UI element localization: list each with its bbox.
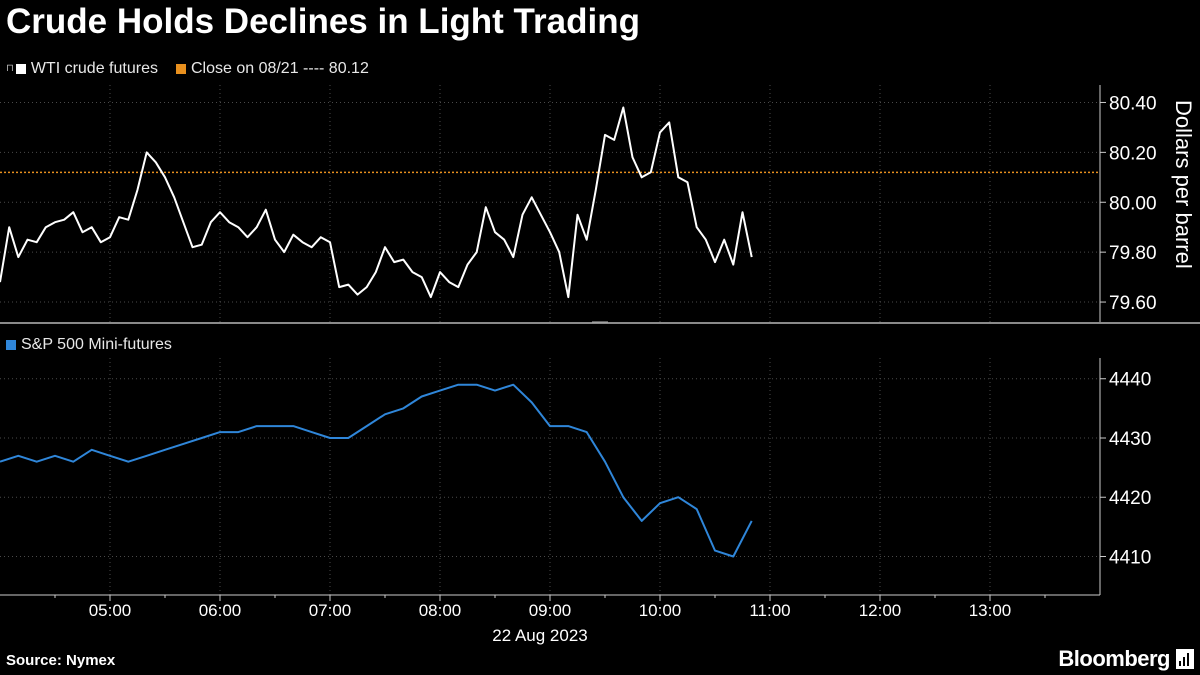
grid-layer xyxy=(0,85,1106,601)
spx-swatch xyxy=(6,340,16,350)
chart-title: Crude Holds Declines in Light Trading xyxy=(6,2,640,41)
legend-top: ⊓ WTI crude futures Close on 08/21 ---- … xyxy=(6,60,387,78)
x-tick-label: 06:00 xyxy=(199,601,242,620)
legend-item-close: Close on 08/21 ---- 80.12 xyxy=(175,60,369,78)
spx-series-line xyxy=(0,383,753,558)
top-y-tick-label: 79.80 xyxy=(1109,243,1157,264)
brand: Bloomberg xyxy=(1058,646,1194,672)
top-y-tick-label: 80.00 xyxy=(1109,193,1157,214)
x-tick-label: 08:00 xyxy=(419,601,462,620)
label-layer: 05:00 06:00 07:00 08:00 09:00 10:00 11:00 12:00… xyxy=(89,93,1196,645)
series-layer xyxy=(0,106,753,558)
x-tick-label: 07:00 xyxy=(309,601,352,620)
bottom-y-tick-label: 4430 xyxy=(1109,429,1151,450)
legend-label-spx: S&P 500 Mini-futures xyxy=(21,336,172,353)
legend-item-wti: ⊓ WTI crude futures xyxy=(6,60,158,78)
wti-swatch xyxy=(15,64,26,74)
x-tick-label: 09:00 xyxy=(529,601,572,620)
axis-layer xyxy=(0,85,1200,596)
bloomberg-logo-icon xyxy=(1176,649,1194,669)
legend-bottom: S&P 500 Mini-futures xyxy=(6,336,190,354)
x-tick-label: 12:00 xyxy=(859,601,902,620)
close-swatch xyxy=(175,64,186,74)
brand-name: Bloomberg xyxy=(1058,646,1170,671)
bottom-y-tick-label: 4410 xyxy=(1109,547,1151,568)
top-y-tick-label: 80.20 xyxy=(1109,143,1157,164)
x-tick-label: 11:00 xyxy=(749,601,790,620)
legend-item-spx: S&P 500 Mini-futures xyxy=(6,336,172,354)
top-y-axis-label: Dollars per barrel xyxy=(1171,100,1196,269)
bottom-y-tick-label: 4440 xyxy=(1109,370,1151,391)
wti-series-line xyxy=(0,106,753,299)
top-y-tick-label: 80.40 xyxy=(1109,93,1157,114)
legend-label-wti: WTI crude futures xyxy=(30,60,158,77)
x-tick-label: 05:00 xyxy=(89,601,132,620)
x-tick-label: 10:00 xyxy=(639,601,682,620)
minmax-icon: ⊓ xyxy=(6,63,14,74)
source-note: Source: Nymex xyxy=(6,652,116,669)
bottom-y-tick-label: 4420 xyxy=(1109,488,1151,509)
x-axis-label: 22 Aug 2023 xyxy=(492,626,587,645)
top-y-tick-label: 79.60 xyxy=(1109,293,1157,314)
x-tick-label: 13:00 xyxy=(969,601,1012,620)
legend-label-close: Close on 08/21 ---- 80.12 xyxy=(190,60,369,77)
